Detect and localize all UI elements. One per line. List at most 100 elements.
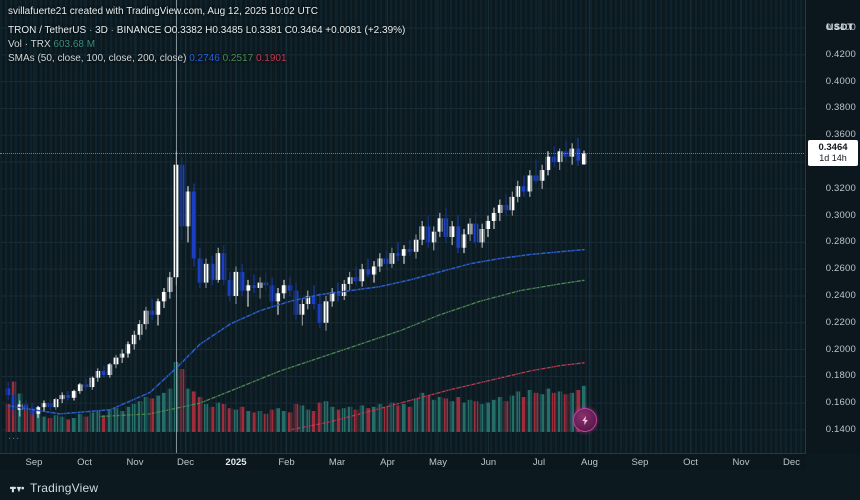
candle-body [443,218,449,238]
legend-volume-row[interactable]: Vol · TRX 603.68 M [8,38,405,52]
candle-body [113,357,119,365]
volume-bar [521,397,527,432]
candle-body [389,253,395,264]
volume-bar [131,404,137,432]
volume-bar [515,391,521,432]
candle-body [71,391,77,398]
volume-bar [497,397,503,432]
price-tick: 0.2000 [825,343,856,355]
price-tick: 0.2400 [825,289,856,301]
volume-bar [419,392,425,432]
candle-body [263,282,269,286]
candle-body [221,253,227,280]
price-tick: 0.4400 [825,22,856,34]
candle-body [323,301,329,323]
legend-sma-title[interactable]: SMAs (50, close, 100, close, 200, close) [8,53,187,64]
volume-bar [137,401,143,432]
candle-body [155,301,161,315]
candle-body [239,271,245,291]
lightning-badge-icon[interactable] [573,408,597,432]
legend-interval[interactable]: 3D [95,25,108,36]
time-tick: Nov [732,457,750,468]
candle-body [245,285,251,291]
volume-bar [65,419,71,432]
volume-bar [89,412,95,432]
candle-body [431,231,437,243]
chart-plot-area[interactable]: ... [0,0,806,454]
legend-volume-value: 603.68 M [53,39,96,50]
candle-body [401,249,407,256]
volume-bar [119,411,125,432]
current-price-value: 0.3464 [818,142,848,154]
legend-volume-title[interactable]: Vol · TRX [8,39,51,50]
price-tick: 0.3000 [825,209,856,221]
volume-bar [107,409,113,432]
time-tick: Aug [581,457,598,468]
candle-body [461,234,467,248]
candle-body [299,304,305,315]
legend-symbol-row[interactable]: TRON / TetherUS · 3D · BINANCE O0.3382 H… [8,24,405,38]
legend-symbol[interactable]: TRON / TetherUS [8,25,87,36]
candle-body [353,277,359,282]
volume-bar [125,406,131,432]
volume-bar [41,416,47,432]
volume-bar [71,418,77,432]
price-tick: 0.1800 [825,370,856,382]
volume-bar [101,415,107,432]
legend-low: L0.3381 [245,25,282,36]
candle-body [281,285,287,294]
lightning-bolt-icon [581,415,588,425]
volume-bar [305,409,311,432]
candle-body [287,285,293,291]
legend-exchange[interactable]: BINANCE [116,25,162,36]
volume-bar [275,408,281,432]
volume-bar [245,411,251,432]
chart-legend[interactable]: TRON / TetherUS · 3D · BINANCE O0.3382 H… [8,24,405,66]
volume-bar [47,418,53,432]
volume-bar [551,392,557,432]
candle-body [395,253,401,256]
current-price-label[interactable]: 0.3464 1d 14h [808,140,858,167]
legend-sma-row[interactable]: SMAs (50, close, 100, close, 200, close)… [8,52,405,66]
candle-body [455,226,461,248]
time-tick: 2025 [225,457,247,468]
volume-bar [527,390,533,432]
volume-bar [77,413,83,432]
time-tick: Nov [126,457,144,468]
volume-bar [443,398,449,432]
price-scale-unit: USDT [826,22,854,33]
candle-body [485,220,491,229]
candle-body [47,403,53,408]
price-tick: 0.3600 [825,129,856,141]
volume-bar [281,411,287,432]
volume-bar [383,406,389,432]
tradingview-watermark-text: TradingView [30,481,99,495]
candle-body [437,218,443,232]
time-scale[interactable]: Sep Oct Nov Dec 2025 Feb Mar Apr May Jun Jul Aug Sep… [0,453,806,470]
volume-bar [95,411,101,432]
volume-bar [203,404,209,432]
volume-bar [257,411,263,432]
volume-bar [509,395,515,432]
overflow-ellipsis[interactable]: ... [8,430,21,442]
volume-bar [317,402,323,432]
volume-bar [179,369,185,432]
candle-body [233,271,239,296]
attribution-text: svillafuerte21 created with TradingView.… [8,6,318,17]
candle-body [95,370,101,378]
volume-bar [401,404,407,432]
candle-body [509,196,515,211]
volume-bar [53,415,59,432]
time-tick: Oct [683,457,698,468]
legend-sma50-value: 0.2746 [189,53,220,64]
candle-body [413,239,419,252]
volume-bar [479,404,485,432]
volume-bar [59,416,65,432]
candle-body [407,249,413,252]
candle-body [551,156,557,163]
time-tick: Sep [631,457,649,468]
price-scale[interactable]: USDT 0.44000.42000.40000.38000.36000.340… [805,0,860,454]
candle-body [425,226,431,243]
candle-body [533,175,539,181]
